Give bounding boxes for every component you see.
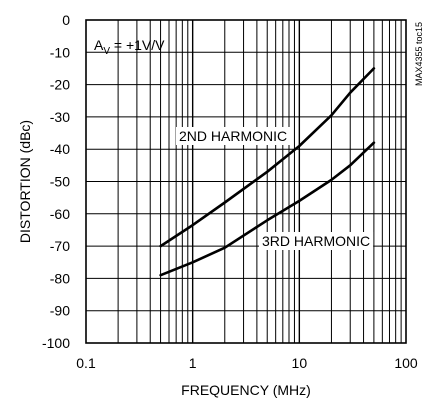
series-lines (159, 67, 376, 277)
y-tick-labels: 0 -10 -20 -30 -40 -50 -60 -70 -80 -90 -100 (42, 12, 70, 351)
x-tick-label: 10 (292, 355, 308, 371)
y-tick-label: -90 (50, 303, 70, 319)
gain-annotation: AV = +1V/V (94, 37, 165, 57)
y-tick-label: 0 (62, 12, 70, 28)
grid-lines (86, 20, 406, 343)
x-axis-title: FREQUENCY (MHz) (181, 382, 311, 398)
y-tick-label: -50 (50, 174, 70, 190)
x-tick-label: 1 (189, 355, 197, 371)
y-tick-label: -60 (50, 206, 70, 222)
x-tick-label: 100 (394, 355, 418, 371)
y-tick-label: -20 (50, 77, 70, 93)
series-line-3rd-harmonic (159, 141, 376, 277)
y-tick-label: -30 (50, 109, 70, 125)
plot-frame (85, 19, 407, 344)
y-tick-label: -40 (50, 141, 70, 157)
series-line-2nd-harmonic (159, 67, 376, 248)
series-label-3rd-harmonic: 3RD HARMONIC (262, 233, 370, 249)
x-tick-labels: 0.1 1 10 100 (76, 355, 418, 371)
series-label-2nd-harmonic: 2ND HARMONIC (179, 128, 287, 144)
y-tick-label: -100 (42, 335, 70, 351)
y-tick-label: -80 (50, 270, 70, 286)
y-tick-label: -10 (50, 44, 70, 60)
series-label-3rd-background (259, 232, 374, 250)
x-tick-label: 0.1 (76, 355, 96, 371)
y-axis-title: DISTORTION (dBc) (17, 120, 33, 243)
part-number-tag: MAX4355 toc15 (414, 22, 424, 86)
series-label-2nd-background (176, 127, 291, 145)
y-tick-label: -70 (50, 238, 70, 254)
